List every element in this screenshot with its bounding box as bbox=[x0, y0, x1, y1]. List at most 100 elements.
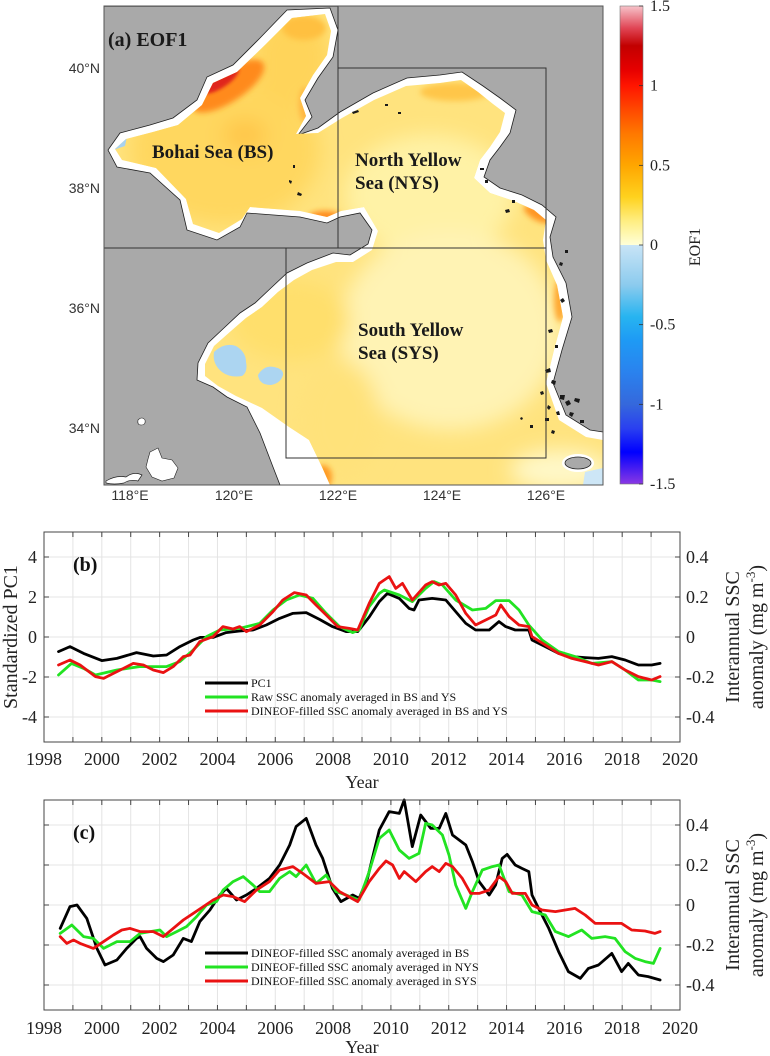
x-tick-label: 2018 bbox=[604, 1018, 640, 1038]
y-tick-label-left: -2 bbox=[22, 667, 37, 687]
unit-superscript: -3 bbox=[743, 572, 758, 583]
x-tick-label: 1998 bbox=[26, 1018, 62, 1038]
legend-item: Raw SSC anomaly averaged in BS and YS bbox=[205, 690, 456, 704]
y-tick-label-left: 2 bbox=[28, 587, 37, 607]
legend-label: PC1 bbox=[251, 676, 272, 690]
y-axis-label-left: Standardized PC1 bbox=[0, 565, 22, 709]
x-axis-label: Year bbox=[345, 1037, 378, 1056]
x-tick-label: 2000 bbox=[84, 1018, 120, 1038]
panel-label-b: (b) bbox=[73, 554, 97, 576]
lon-tick-label: 120°E bbox=[215, 487, 253, 503]
x-axis-label: Year bbox=[345, 772, 378, 792]
colorbar-tick-label: -0.5 bbox=[650, 317, 675, 334]
panel-b-chart: 1998 2000 2002 2004 2006 2008 2010 2012 2014 2016… bbox=[22, 531, 715, 769]
axis-ticks: 1998 2000 2002 2004 2006 2008 2010 2012 2014 2016… bbox=[26, 800, 715, 1038]
colorbar-tick-label: 0.5 bbox=[650, 157, 670, 174]
colorbar-tick-label: 0 bbox=[650, 237, 658, 254]
small-island bbox=[145, 447, 179, 482]
y-tick-label-right: -0.4 bbox=[686, 707, 715, 727]
coastline-lake bbox=[105, 473, 143, 485]
x-tick-label: 2016 bbox=[546, 1018, 582, 1038]
region-label-nys: Sea (NYS) bbox=[355, 173, 439, 194]
x-tick-label: 2012 bbox=[431, 749, 467, 769]
legend-item: DINEOF-filled SSC anomaly averaged in BS bbox=[205, 946, 469, 960]
negative-eof-patch bbox=[583, 468, 603, 485]
y-axis-label-right-line1: Interannual SSC bbox=[722, 571, 744, 703]
colorbar-tick-label: -1.5 bbox=[650, 476, 675, 493]
legend-label: DINEOF-filled SSC anomaly averaged in NY… bbox=[251, 960, 479, 974]
y-tick-label-right: 0.4 bbox=[686, 815, 709, 835]
y-tick-label-right: -0.2 bbox=[686, 667, 715, 687]
colorbar-label: EOF1 bbox=[687, 228, 704, 266]
legend-label: DINEOF-filled SSC anomaly averaged in BS bbox=[251, 946, 469, 960]
colorbar-tick-label: -1 bbox=[650, 396, 663, 413]
legend-item: DINEOF-filled SSC anomaly averaged in SY… bbox=[205, 974, 477, 988]
y-axis-label-right-line2: anomaly (mg m-3) bbox=[743, 833, 768, 977]
x-tick-label: 2002 bbox=[142, 1018, 178, 1038]
y-tick-label-right: 0 bbox=[686, 627, 695, 647]
y-tick-label-right: 0.2 bbox=[686, 587, 709, 607]
y-tick-label-right: 0 bbox=[686, 895, 695, 915]
x-tick-label: 2006 bbox=[257, 749, 293, 769]
x-tick-label: 2020 bbox=[662, 1018, 698, 1038]
region-label-bs: Bohai Sea (BS) bbox=[152, 142, 273, 163]
series-line-1 bbox=[58, 822, 662, 965]
unit-suffix: ) bbox=[746, 565, 768, 572]
unit-superscript: -3 bbox=[743, 840, 758, 851]
y-tick-label-left: -4 bbox=[22, 707, 37, 727]
map-axis-ticks: 118°E 120°E 122°E 124°E 126°E 40°N 38°N 36°N 34°… bbox=[69, 60, 565, 503]
legend-item: DINEOF-filled SSC anomaly averaged in BS… bbox=[205, 704, 508, 718]
gridlines bbox=[44, 532, 680, 742]
y-tick-label-right: -0.4 bbox=[686, 975, 715, 995]
region-box-2 bbox=[285, 247, 547, 459]
legend-label: DINEOF-filled SSC anomaly averaged in BS… bbox=[251, 704, 508, 718]
y-axis-label-right-line1: Interannual SSC bbox=[722, 839, 744, 971]
lon-tick-label: 118°E bbox=[111, 487, 148, 503]
y-tick-label-right: 0.2 bbox=[686, 855, 709, 875]
lon-tick-label: 126°E bbox=[527, 487, 565, 503]
lon-tick-label: 122°E bbox=[319, 487, 357, 503]
x-tick-label: 2014 bbox=[489, 1018, 525, 1038]
x-tick-label: 2006 bbox=[257, 1018, 293, 1038]
lat-tick-label: 38°N bbox=[69, 180, 100, 196]
panel-a-title: (a) EOF1 bbox=[108, 29, 187, 51]
unit-suffix: ) bbox=[746, 833, 768, 840]
x-tick-label: 2014 bbox=[489, 749, 525, 769]
legend-label: Raw SSC anomaly averaged in BS and YS bbox=[251, 690, 456, 704]
region-label-nys: North Yellow bbox=[355, 150, 462, 171]
y-tick-label-right: -0.2 bbox=[686, 935, 715, 955]
y-tick-label-left: 4 bbox=[28, 547, 37, 567]
lat-tick-label: 36°N bbox=[69, 300, 100, 316]
region-label-sys: Sea (SYS) bbox=[358, 343, 439, 364]
panel-a-map bbox=[104, 6, 603, 485]
y-tick-label-right: 0.4 bbox=[686, 547, 709, 567]
unit-prefix: anomaly (mg m bbox=[746, 582, 768, 709]
x-tick-label: 2012 bbox=[431, 1018, 467, 1038]
legend-label: DINEOF-filled SSC anomaly averaged in SY… bbox=[251, 974, 477, 988]
region-label-sys: South Yellow bbox=[358, 320, 464, 341]
axis-ticks: 1998 2000 2002 2004 2006 2008 2010 2012 2014 2016… bbox=[22, 532, 715, 769]
legend-item: DINEOF-filled SSC anomaly averaged in NY… bbox=[205, 960, 479, 974]
negative-eof-patch bbox=[213, 344, 247, 377]
legend-item: PC1 bbox=[205, 676, 272, 690]
x-tick-label: 2008 bbox=[315, 749, 351, 769]
series-line-2 bbox=[58, 859, 662, 950]
colorbar-tick-label: 1.5 bbox=[650, 0, 670, 15]
panel-label-c: (c) bbox=[73, 822, 95, 844]
x-tick-label: 2002 bbox=[142, 749, 178, 769]
x-tick-label: 2000 bbox=[84, 749, 120, 769]
x-tick-label: 1998 bbox=[26, 749, 62, 769]
x-tick-label: 2010 bbox=[373, 749, 409, 769]
x-tick-label: 2004 bbox=[199, 1018, 235, 1038]
colorbar-ticks: 1.5 1 0.5 0 -0.5 -1 -1.5 bbox=[639, 0, 675, 493]
map-frame bbox=[103, 5, 604, 486]
x-tick-label: 2018 bbox=[604, 749, 640, 769]
x-tick-label: 2010 bbox=[373, 1018, 409, 1038]
panel-c-chart: 1998 2000 2002 2004 2006 2008 2010 2012 2014 2016… bbox=[26, 798, 715, 1038]
x-tick-label: 2004 bbox=[199, 749, 235, 769]
negative-eof-patch bbox=[258, 366, 284, 385]
lat-tick-label: 34°N bbox=[69, 420, 100, 436]
x-tick-label: 2008 bbox=[315, 1018, 351, 1038]
